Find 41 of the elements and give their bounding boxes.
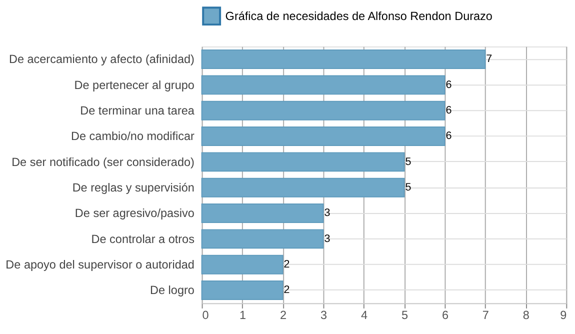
- x-tick-label: 3: [320, 309, 328, 322]
- y-tick-label: De ser notificado (ser considerado): [12, 156, 195, 169]
- y-tick-label: De reglas y supervisión: [72, 182, 194, 195]
- bar: [201, 50, 486, 70]
- y-tick-label: De cambio/no modificar: [71, 130, 195, 144]
- data-label: 6: [446, 130, 452, 142]
- x-tick-label: 6: [442, 309, 449, 322]
- data-label: 6: [446, 104, 452, 117]
- x-tick-label: 8: [522, 309, 530, 322]
- x-tick-label: 1: [239, 309, 246, 322]
- bar: [201, 152, 405, 172]
- y-tick-label: De terminar una tarea: [80, 104, 195, 118]
- data-label: 2: [284, 258, 290, 271]
- data-label: 2: [284, 284, 290, 296]
- bar: [201, 100, 446, 120]
- y-tick-label: De controlar a otros: [91, 232, 195, 246]
- bar: [201, 229, 324, 249]
- y-tick-label: De ser agresivo/pasivo: [74, 207, 195, 220]
- data-label: 3: [324, 232, 330, 245]
- x-tick-label: 2: [280, 309, 287, 322]
- bar: [201, 126, 446, 146]
- x-tick-label: 5: [401, 309, 408, 322]
- bar: [201, 254, 284, 274]
- bar: [201, 280, 284, 300]
- y-tick-label: De apoyo del supervisor o autoridad: [6, 258, 194, 272]
- x-tick-label: 7: [482, 309, 489, 322]
- data-label: 6: [446, 78, 452, 91]
- x-tick-label: 4: [360, 309, 368, 322]
- y-tick-label: De pertenecer al grupo: [74, 78, 195, 92]
- bar: [201, 75, 446, 95]
- data-label: 3: [324, 207, 330, 220]
- y-tick-label: De logro: [150, 284, 195, 298]
- bar: [201, 178, 405, 198]
- data-label: 7: [486, 53, 492, 66]
- bar: [201, 204, 324, 223]
- x-tick-label: 0: [202, 309, 210, 322]
- data-label: 5: [405, 182, 412, 194]
- data-label: 5: [405, 156, 412, 168]
- legend-label: Gráfica de necesidades de Alfonso Rendon Durazo: [225, 10, 493, 23]
- x-tick-label: 9: [560, 309, 567, 322]
- y-tick-label: De acercamiento y afecto (afinidad): [8, 53, 195, 66]
